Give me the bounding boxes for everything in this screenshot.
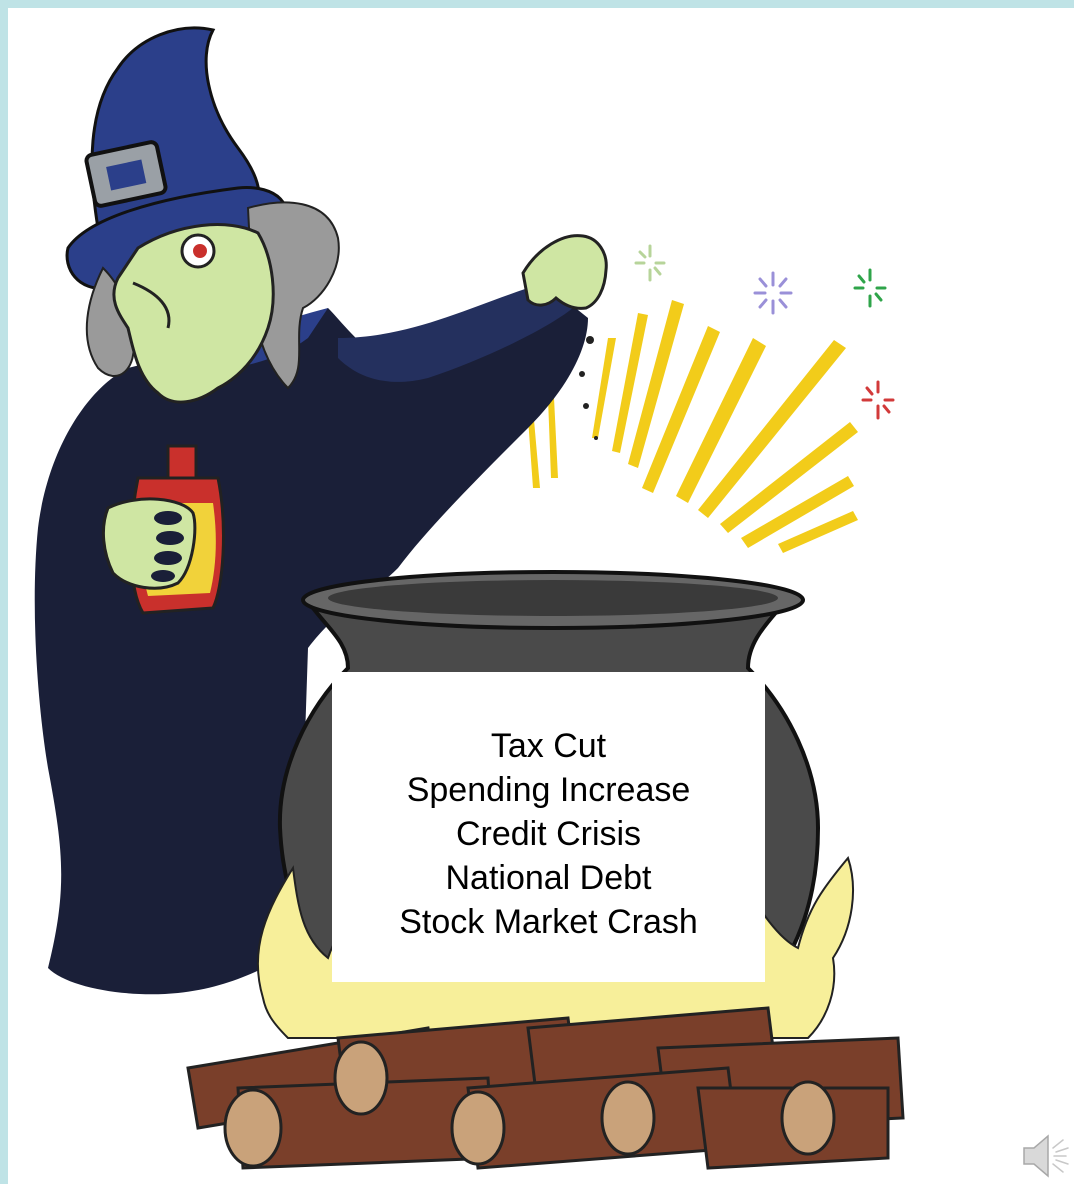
- witch-hand-bottle: [102, 497, 197, 590]
- ingredient-stock-market-crash: Stock Market Crash: [399, 903, 698, 941]
- speaker-icon: [1023, 1134, 1069, 1178]
- ingredient-spending-increase: Spending Increase: [406, 771, 691, 809]
- witch-face: [112, 223, 275, 404]
- magic-sparks: [528, 300, 858, 553]
- witch-hat: [65, 26, 288, 290]
- firewood-logs: [186, 1006, 905, 1170]
- witch-sleeve: [338, 284, 573, 382]
- audio-playback-button[interactable]: [1020, 1128, 1074, 1184]
- ingredient-tax-cut: Tax Cut: [490, 727, 607, 765]
- slide: Tax Cut Spending Increase Credit Crisis …: [8, 8, 1074, 1184]
- witch-hair: [246, 201, 340, 390]
- cauldron-label-box: Tax Cut Spending Increase Credit Crisis …: [332, 672, 765, 982]
- witch-hand: [521, 234, 608, 310]
- ingredient-national-debt: National Debt: [445, 859, 652, 897]
- ingredient-credit-crisis: Credit Crisis: [455, 815, 642, 853]
- sparkle-icon: [634, 244, 895, 420]
- witch-cauldron-illustration: [34, 26, 905, 1170]
